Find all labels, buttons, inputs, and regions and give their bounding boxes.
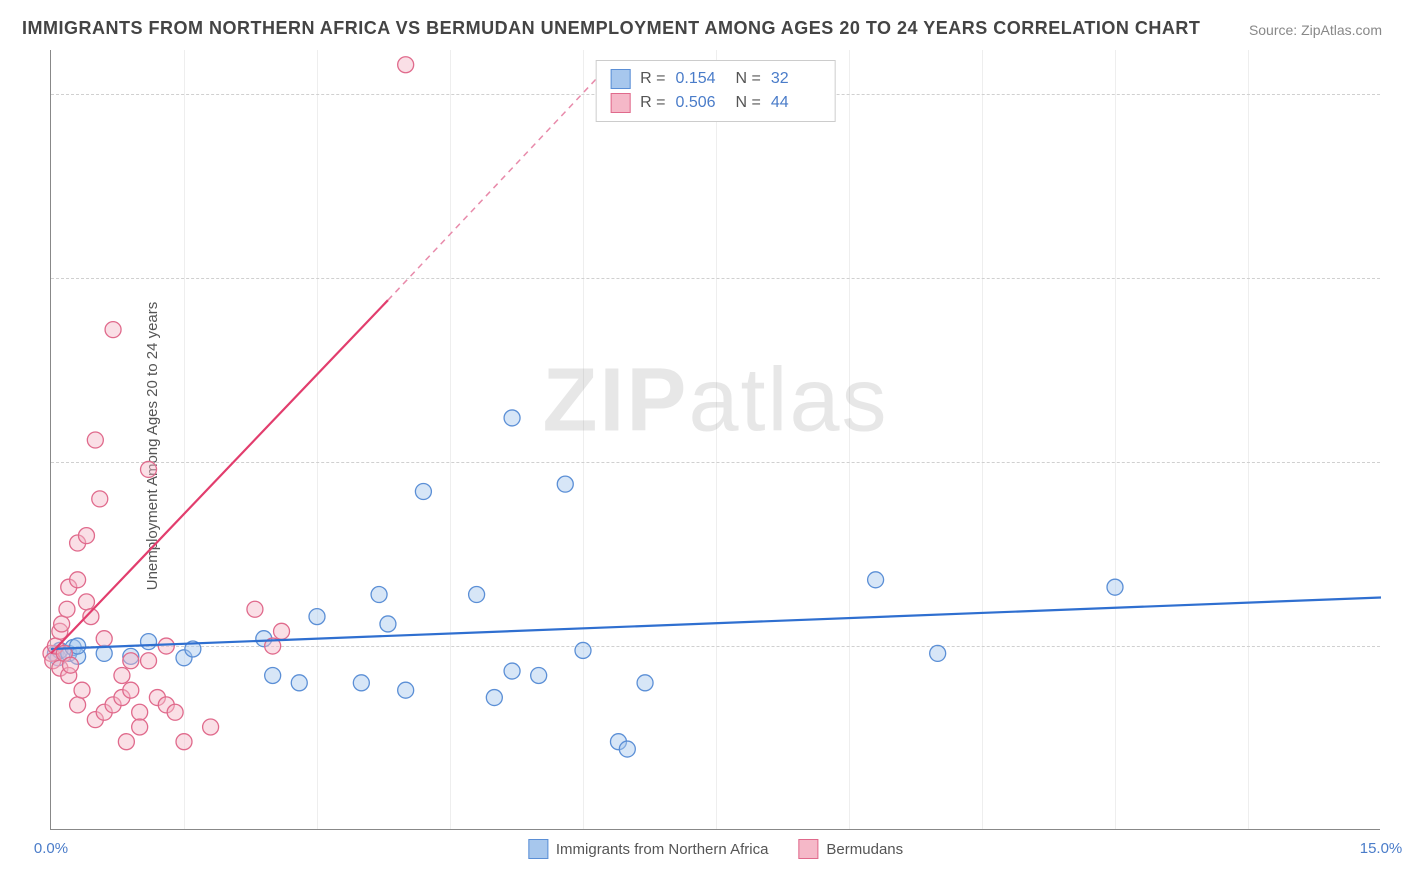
- data-point: [415, 484, 431, 500]
- swatch-series-1: [610, 93, 630, 113]
- y-tick-label: 50.0%: [1390, 86, 1406, 103]
- data-point: [353, 675, 369, 691]
- data-point: [92, 491, 108, 507]
- y-tick-label: 37.5%: [1390, 270, 1406, 287]
- n-label: N =: [736, 94, 761, 112]
- swatch-series-0: [528, 839, 548, 859]
- n-value-series-0: 32: [771, 70, 821, 88]
- r-label: R =: [640, 70, 665, 88]
- data-point: [158, 638, 174, 654]
- data-point: [265, 667, 281, 683]
- n-label: N =: [736, 70, 761, 88]
- data-point: [203, 719, 219, 735]
- data-point: [141, 653, 157, 669]
- data-point: [141, 461, 157, 477]
- data-point: [118, 734, 134, 750]
- data-point: [78, 594, 94, 610]
- data-point: [291, 675, 307, 691]
- data-point: [87, 432, 103, 448]
- swatch-series-1: [798, 839, 818, 859]
- x-tick-label: 0.0%: [34, 840, 68, 857]
- trend-line: [388, 65, 610, 300]
- data-point: [504, 410, 520, 426]
- correlation-legend: R = 0.154 N = 32 R = 0.506 N = 44: [595, 60, 836, 122]
- data-point: [114, 667, 130, 683]
- data-point: [78, 528, 94, 544]
- data-point: [59, 601, 75, 617]
- data-point: [167, 704, 183, 720]
- data-point: [176, 734, 192, 750]
- data-point: [380, 616, 396, 632]
- legend-row-series-1: R = 0.506 N = 44: [610, 91, 821, 115]
- chart-svg: [51, 50, 1380, 829]
- data-point: [105, 322, 121, 338]
- data-point: [575, 642, 591, 658]
- data-point: [274, 623, 290, 639]
- swatch-series-0: [610, 69, 630, 89]
- chart-title: IMMIGRANTS FROM NORTHERN AFRICA VS BERMU…: [22, 18, 1200, 39]
- data-point: [504, 663, 520, 679]
- x-tick-label: 15.0%: [1360, 840, 1403, 857]
- data-point: [141, 634, 157, 650]
- data-point: [132, 719, 148, 735]
- data-point: [531, 667, 547, 683]
- data-point: [247, 601, 263, 617]
- r-value-series-1: 0.506: [676, 94, 726, 112]
- data-point: [868, 572, 884, 588]
- n-value-series-1: 44: [771, 94, 821, 112]
- r-value-series-0: 0.154: [676, 70, 726, 88]
- data-point: [398, 682, 414, 698]
- y-tick-label: 12.5%: [1390, 638, 1406, 655]
- data-point: [371, 587, 387, 603]
- data-point: [54, 616, 70, 632]
- source-attribution: Source: ZipAtlas.com: [1249, 22, 1382, 38]
- legend-item-series-0: Immigrants from Northern Africa: [528, 839, 769, 859]
- data-point: [96, 631, 112, 647]
- data-point: [469, 587, 485, 603]
- data-point: [132, 704, 148, 720]
- data-point: [1107, 579, 1123, 595]
- data-point: [930, 645, 946, 661]
- series-legend: Immigrants from Northern Africa Bermudan…: [528, 839, 903, 859]
- data-point: [398, 57, 414, 73]
- legend-row-series-0: R = 0.154 N = 32: [610, 67, 821, 91]
- r-label: R =: [640, 94, 665, 112]
- legend-item-series-1: Bermudans: [798, 839, 903, 859]
- legend-label-series-0: Immigrants from Northern Africa: [556, 841, 769, 858]
- data-point: [637, 675, 653, 691]
- plot-area: ZIPatlas R = 0.154 N = 32 R = 0.506 N = …: [50, 50, 1380, 830]
- data-point: [63, 657, 79, 673]
- data-point: [309, 609, 325, 625]
- data-point: [557, 476, 573, 492]
- trend-line: [51, 300, 388, 653]
- data-point: [123, 682, 139, 698]
- y-tick-label: 25.0%: [1390, 454, 1406, 471]
- legend-label-series-1: Bermudans: [826, 841, 903, 858]
- data-point: [123, 653, 139, 669]
- data-point: [619, 741, 635, 757]
- data-point: [70, 572, 86, 588]
- data-point: [70, 697, 86, 713]
- data-point: [74, 682, 90, 698]
- data-point: [486, 690, 502, 706]
